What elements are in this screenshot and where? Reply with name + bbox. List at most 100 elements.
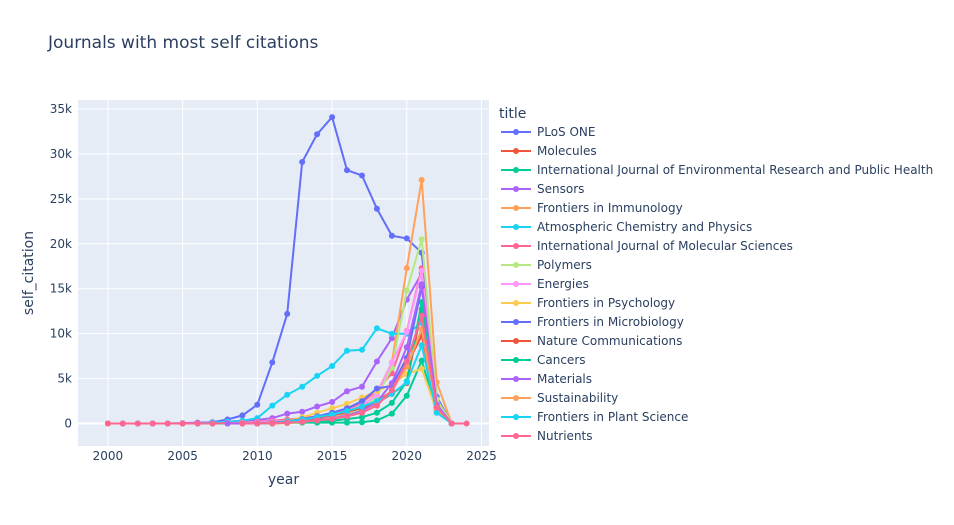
y-tick-label: 0 [64,417,72,431]
data-point [433,409,440,416]
legend-label: Frontiers in Plant Science [537,410,688,424]
data-point [359,414,365,421]
y-tick-label: 30k [50,147,72,161]
x-tick-label: 2000 [93,449,124,463]
y-tick-label: 5k [57,372,72,386]
data-point [388,232,395,239]
legend-swatch-marker [513,281,519,287]
legend-item[interactable]: Cancers [501,353,586,367]
chart-title: Journals with most self citations [48,33,319,53]
legend-item[interactable]: Energies [501,277,589,291]
legend-swatch-marker [513,338,519,344]
data-point [373,417,380,424]
legend-label: Nature Communications [537,334,682,348]
legend-swatch-marker [513,357,519,363]
legend-item[interactable]: Frontiers in Microbiology [501,315,684,329]
legend-swatch-marker [513,148,519,154]
data-point [344,388,350,395]
data-point [463,420,470,427]
data-point [209,420,216,427]
legend-label: Energies [537,277,589,291]
legend-label: Materials [537,372,592,386]
data-point [254,420,261,427]
x-tick-label: 2010 [242,449,273,463]
legend-item[interactable]: Frontiers in Immunology [501,201,683,215]
legend-item[interactable]: Atmospheric Chemistry and Physics [501,220,752,234]
x-tick-label: 2020 [392,449,423,463]
data-point [329,114,336,121]
data-point [418,281,425,288]
legend-label: Atmospheric Chemistry and Physics [537,220,752,234]
legend-item[interactable]: Sustainability [501,391,618,405]
legend-label: Frontiers in Psychology [537,296,675,310]
data-point [344,400,350,407]
data-point [359,383,365,390]
x-tick-label: 2025 [466,449,497,463]
data-point [418,267,425,274]
legend-item[interactable]: Frontiers in Psychology [501,296,675,310]
data-point [359,398,365,405]
y-tick-label: 15k [50,282,72,296]
data-point [344,408,350,414]
x-axis-title: year [268,472,299,488]
data-point [418,342,425,349]
legend-label: Cancers [537,353,586,367]
data-point [329,416,336,422]
data-point [314,403,321,410]
data-point [119,420,126,427]
data-point [269,359,276,366]
legend-swatch-marker [513,395,519,401]
series-layer [104,114,470,427]
data-point [388,359,395,366]
legend-label: Frontiers in Microbiology [537,315,684,329]
data-point [373,358,380,365]
data-point [299,383,306,390]
legend-swatch-marker [513,319,519,325]
y-axis-title: self_citation [21,231,37,315]
data-point [448,420,455,427]
data-point [403,287,410,294]
data-point [388,387,395,394]
data-point [359,403,365,410]
data-point [284,391,291,398]
legend-item[interactable]: Materials [501,372,592,386]
y-tick-label: 20k [50,237,72,251]
data-point [373,409,380,416]
legend-item[interactable]: Sensors [501,182,584,196]
legend-swatch-marker [513,186,519,192]
data-point [134,420,141,427]
data-point [418,357,425,364]
data-point [149,420,156,427]
data-point [359,419,365,426]
data-point [314,131,321,138]
data-point [359,409,365,416]
legend-label: Polymers [537,258,592,272]
legend-title: title [499,106,526,122]
data-point [403,392,410,399]
legend-item[interactable]: Polymers [501,258,592,272]
data-point [373,398,380,405]
legend-swatch-marker [513,433,519,439]
legend-item[interactable]: Frontiers in Plant Science [501,410,688,424]
data-point [388,380,395,387]
legend-item[interactable]: International Journal of Environmental R… [501,163,933,177]
data-point [224,420,231,427]
data-point [344,167,350,174]
legend-label: Sensors [537,182,584,196]
legend-item[interactable]: PLoS ONE [501,125,596,139]
data-point [403,358,410,365]
data-point [284,419,291,426]
legend-swatch-marker [513,224,519,230]
y-tick-label: 35k [50,102,72,116]
legend-item[interactable]: Molecules [501,144,597,158]
data-point [299,418,306,425]
data-point [239,412,246,419]
legend-item[interactable]: Nutrients [501,429,593,443]
data-point [403,344,410,351]
legend-item[interactable]: International Journal of Molecular Scien… [501,239,793,253]
x-tick-label: 2015 [317,449,348,463]
legend-item[interactable]: Nature Communications [501,334,682,348]
data-point [239,420,246,427]
